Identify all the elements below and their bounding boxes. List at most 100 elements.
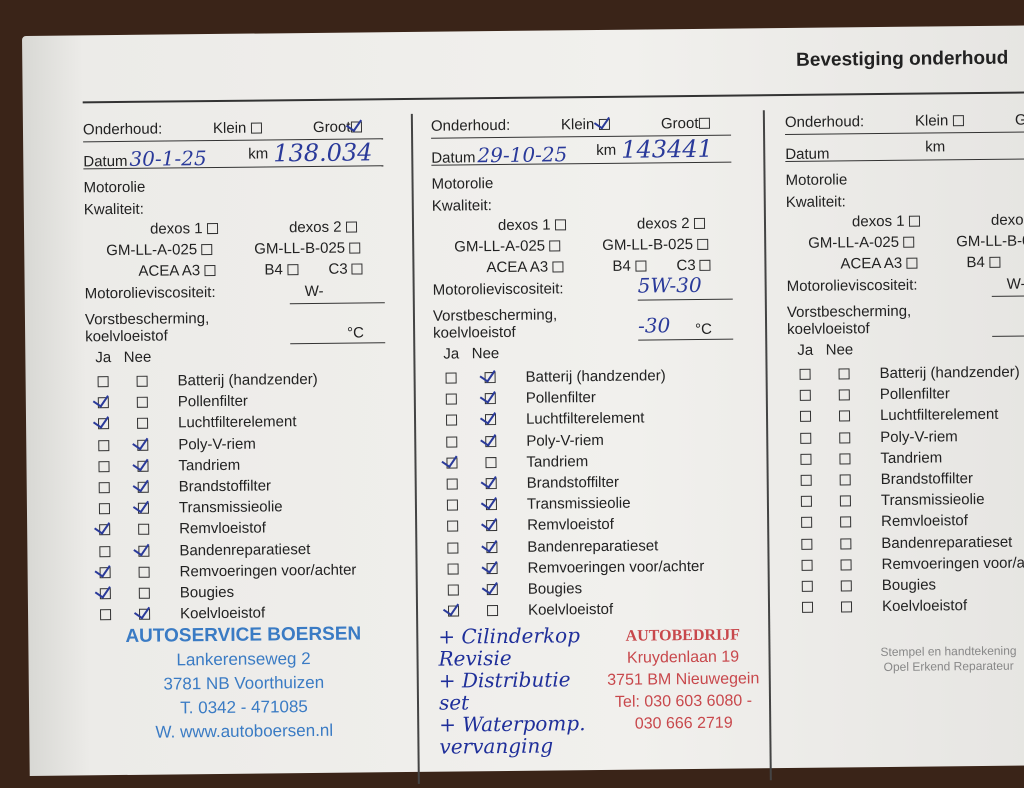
- klein-checkbox[interactable]: [250, 122, 261, 133]
- ja-checkbox[interactable]: [801, 538, 812, 549]
- ja-checkbox[interactable]: [448, 606, 459, 617]
- ja-checkbox[interactable]: [100, 588, 111, 599]
- ja-checkbox[interactable]: [448, 563, 459, 574]
- klein-checkbox[interactable]: [952, 115, 963, 126]
- nee-checkbox[interactable]: [137, 439, 148, 450]
- nee-checkbox[interactable]: [486, 478, 497, 489]
- dexos1-checkbox[interactable]: [909, 216, 920, 227]
- klein-checkbox[interactable]: [598, 119, 609, 130]
- nee-checkbox[interactable]: [487, 563, 498, 574]
- ja-checkbox[interactable]: [99, 482, 110, 493]
- nee-checkbox[interactable]: [137, 418, 148, 429]
- nee-checkbox[interactable]: [487, 605, 498, 616]
- ja-checkbox[interactable]: [801, 517, 812, 528]
- gm-ll-a-checkbox[interactable]: [549, 240, 560, 251]
- gm-ll-b-checkbox[interactable]: [697, 239, 708, 250]
- ja-checkbox[interactable]: [446, 372, 457, 383]
- ja-checkbox[interactable]: [448, 584, 459, 595]
- gm-ll-a-checkbox[interactable]: [201, 244, 212, 255]
- viscosity-label: Motorolieviscositeit:: [433, 280, 564, 298]
- c3-checkbox[interactable]: [700, 260, 711, 271]
- ja-checkbox[interactable]: [100, 567, 111, 578]
- ja-checkbox[interactable]: [802, 602, 813, 613]
- b4-checkbox[interactable]: [635, 260, 646, 271]
- ja-checkbox[interactable]: [98, 440, 109, 451]
- nee-checkbox[interactable]: [137, 397, 148, 408]
- nee-checkbox[interactable]: [485, 372, 496, 383]
- km-value[interactable]: 143441: [621, 135, 713, 164]
- nee-checkbox[interactable]: [485, 414, 496, 425]
- dexos1-checkbox[interactable]: [555, 219, 566, 230]
- nee-checkbox[interactable]: [487, 584, 498, 595]
- nee-checkbox[interactable]: [840, 538, 851, 549]
- nee-checkbox[interactable]: [839, 368, 850, 379]
- nee-checkbox[interactable]: [139, 609, 150, 620]
- ja-checkbox[interactable]: [446, 436, 457, 447]
- groot-checkbox[interactable]: [350, 121, 361, 132]
- nee-checkbox[interactable]: [486, 520, 497, 531]
- nee-checkbox[interactable]: [839, 411, 850, 422]
- ja-checkbox[interactable]: [98, 397, 109, 408]
- nee-checkbox[interactable]: [839, 453, 850, 464]
- ja-checkbox[interactable]: [99, 503, 110, 514]
- nee-checkbox[interactable]: [485, 393, 496, 404]
- ja-checkbox[interactable]: [446, 394, 457, 405]
- gm-ll-b-checkbox[interactable]: [349, 242, 360, 253]
- ja-checkbox[interactable]: [99, 546, 110, 557]
- nee-checkbox[interactable]: [840, 517, 851, 528]
- nee-checkbox[interactable]: [137, 460, 148, 471]
- ja-checkbox[interactable]: [801, 475, 812, 486]
- ja-checkbox[interactable]: [800, 411, 811, 422]
- ja-checkbox[interactable]: [800, 369, 811, 380]
- ja-checkbox[interactable]: [98, 461, 109, 472]
- dexos1-checkbox[interactable]: [207, 223, 218, 234]
- gm-ll-a-checkbox[interactable]: [903, 237, 914, 248]
- acea-checkbox[interactable]: [552, 261, 563, 272]
- nee-checkbox[interactable]: [841, 580, 852, 591]
- dexos2-checkbox[interactable]: [694, 218, 705, 229]
- ja-checkbox[interactable]: [98, 376, 109, 387]
- km-value[interactable]: 138.034: [273, 138, 373, 167]
- nee-checkbox[interactable]: [137, 376, 148, 387]
- nee-checkbox[interactable]: [138, 524, 149, 535]
- nee-checkbox[interactable]: [486, 542, 497, 553]
- frost-value[interactable]: -30: [638, 313, 670, 337]
- ja-checkbox[interactable]: [447, 542, 458, 553]
- dexos2-checkbox[interactable]: [346, 222, 357, 233]
- ja-checkbox[interactable]: [99, 524, 110, 535]
- ja-checkbox[interactable]: [800, 390, 811, 401]
- ja-checkbox[interactable]: [446, 415, 457, 426]
- nee-checkbox[interactable]: [841, 559, 852, 570]
- c3-checkbox[interactable]: [352, 263, 363, 274]
- viscosity-value[interactable]: 5W-30: [638, 273, 702, 298]
- ja-checkbox[interactable]: [98, 419, 109, 430]
- ja-checkbox[interactable]: [801, 496, 812, 507]
- ja-checkbox[interactable]: [802, 581, 813, 592]
- nee-checkbox[interactable]: [840, 474, 851, 485]
- nee-checkbox[interactable]: [138, 503, 149, 514]
- ja-checkbox[interactable]: [802, 560, 813, 571]
- groot-checkbox[interactable]: [698, 118, 709, 129]
- ja-checkbox[interactable]: [100, 609, 111, 620]
- b4-checkbox[interactable]: [989, 257, 1000, 268]
- nee-checkbox[interactable]: [139, 588, 150, 599]
- ja-checkbox[interactable]: [800, 454, 811, 465]
- ja-checkbox[interactable]: [800, 432, 811, 443]
- nee-checkbox[interactable]: [138, 545, 149, 556]
- nee-checkbox[interactable]: [485, 457, 496, 468]
- ja-checkbox[interactable]: [447, 521, 458, 532]
- b4-checkbox[interactable]: [287, 264, 298, 275]
- acea-checkbox[interactable]: [204, 265, 215, 276]
- acea-checkbox[interactable]: [906, 258, 917, 269]
- nee-checkbox[interactable]: [839, 432, 850, 443]
- nee-checkbox[interactable]: [841, 602, 852, 613]
- ja-checkbox[interactable]: [447, 478, 458, 489]
- nee-checkbox[interactable]: [840, 496, 851, 507]
- ja-checkbox[interactable]: [447, 500, 458, 511]
- nee-checkbox[interactable]: [486, 499, 497, 510]
- nee-checkbox[interactable]: [839, 390, 850, 401]
- nee-checkbox[interactable]: [138, 482, 149, 493]
- nee-checkbox[interactable]: [139, 566, 150, 577]
- nee-checkbox[interactable]: [485, 436, 496, 447]
- ja-checkbox[interactable]: [446, 457, 457, 468]
